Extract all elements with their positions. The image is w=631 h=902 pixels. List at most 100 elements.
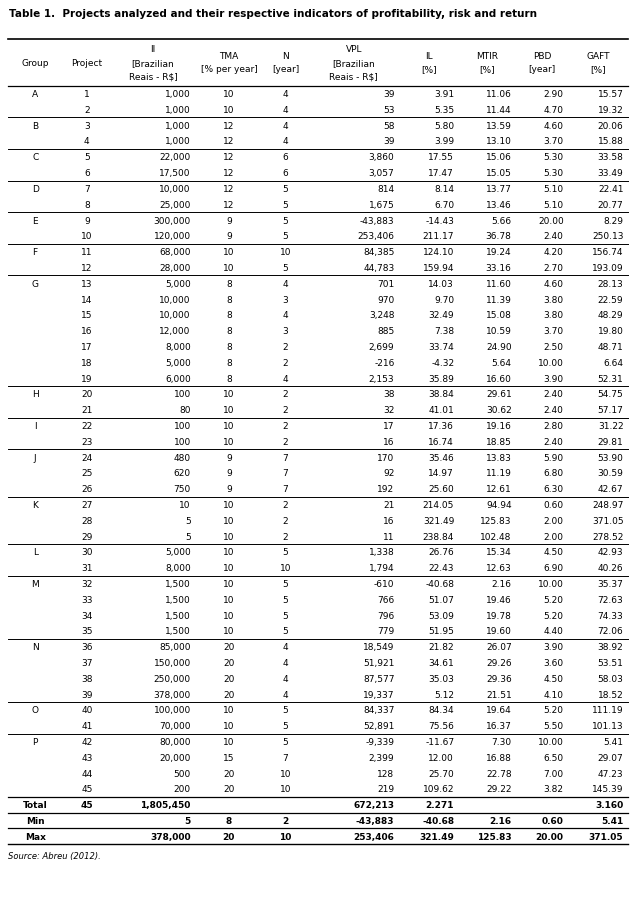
Text: 15.05: 15.05 (486, 169, 512, 178)
Text: 20: 20 (223, 690, 235, 699)
Text: 200: 200 (174, 785, 191, 794)
Text: 58.03: 58.03 (598, 674, 623, 683)
Text: 5.66: 5.66 (492, 216, 512, 226)
Text: 8.29: 8.29 (603, 216, 623, 226)
Text: 4.60: 4.60 (544, 280, 563, 289)
Text: 21.82: 21.82 (428, 642, 454, 651)
Text: 13.77: 13.77 (486, 185, 512, 194)
Text: 150,000: 150,000 (153, 658, 191, 667)
Text: 100,000: 100,000 (153, 705, 191, 714)
Text: 145.39: 145.39 (592, 785, 623, 794)
Text: 1,805,450: 1,805,450 (140, 800, 191, 809)
Text: 26: 26 (81, 484, 93, 493)
Text: -43,883: -43,883 (360, 216, 394, 226)
Text: 54.75: 54.75 (598, 390, 623, 399)
Text: 2.16: 2.16 (492, 579, 512, 588)
Text: [% per year]: [% per year] (201, 66, 257, 74)
Text: 10: 10 (223, 611, 235, 620)
Text: 18.52: 18.52 (598, 690, 623, 699)
Text: 125.83: 125.83 (477, 832, 512, 841)
Text: 5: 5 (283, 579, 288, 588)
Text: 17.36: 17.36 (428, 421, 454, 430)
Text: -9,339: -9,339 (365, 737, 394, 746)
Text: 51.07: 51.07 (428, 595, 454, 604)
Text: 19,337: 19,337 (363, 690, 394, 699)
Text: I: I (34, 421, 37, 430)
Text: 1: 1 (84, 90, 90, 99)
Text: 125.83: 125.83 (480, 516, 512, 525)
Text: 5,000: 5,000 (165, 548, 191, 557)
Text: 20.00: 20.00 (538, 216, 563, 226)
Text: 35: 35 (81, 627, 93, 636)
Text: 29.61: 29.61 (486, 390, 512, 399)
Text: 13.46: 13.46 (486, 200, 512, 209)
Text: 5: 5 (185, 532, 191, 541)
Text: 18,549: 18,549 (363, 642, 394, 651)
Text: 11.06: 11.06 (486, 90, 512, 99)
Text: 5.50: 5.50 (543, 722, 563, 731)
Text: A: A (32, 90, 38, 99)
Text: 38: 38 (81, 674, 93, 683)
Text: 17: 17 (383, 421, 394, 430)
Text: 5: 5 (283, 200, 288, 209)
Text: J: J (34, 453, 37, 462)
Text: 2: 2 (283, 358, 288, 367)
Text: L: L (33, 548, 38, 557)
Text: 1,000: 1,000 (165, 122, 191, 131)
Text: 32: 32 (383, 406, 394, 415)
Text: 2.70: 2.70 (544, 263, 563, 272)
Text: 2: 2 (283, 532, 288, 541)
Text: 32: 32 (81, 579, 93, 588)
Text: 20: 20 (223, 642, 235, 651)
Text: 84,385: 84,385 (363, 248, 394, 257)
Text: 10: 10 (223, 406, 235, 415)
Text: 109.62: 109.62 (423, 785, 454, 794)
Text: Group: Group (21, 59, 49, 68)
Text: 5: 5 (283, 611, 288, 620)
Text: 6,000: 6,000 (165, 374, 191, 383)
Text: N: N (282, 52, 289, 60)
Text: 3.82: 3.82 (544, 785, 563, 794)
Text: 5.12: 5.12 (434, 690, 454, 699)
Text: 3,248: 3,248 (369, 311, 394, 320)
Text: 10: 10 (223, 627, 235, 636)
Text: 12: 12 (81, 263, 93, 272)
Text: 39: 39 (383, 137, 394, 146)
Text: 779: 779 (377, 627, 394, 636)
Text: 45: 45 (81, 785, 93, 794)
Text: 124.10: 124.10 (423, 248, 454, 257)
Text: 672,213: 672,213 (353, 800, 394, 809)
Text: 20,000: 20,000 (160, 753, 191, 762)
Text: 4: 4 (283, 90, 288, 99)
Text: 48.71: 48.71 (598, 343, 623, 352)
Text: 3.80: 3.80 (543, 311, 563, 320)
Text: -11.67: -11.67 (425, 737, 454, 746)
Text: 159.94: 159.94 (423, 263, 454, 272)
Text: 38.84: 38.84 (428, 390, 454, 399)
Text: 16.88: 16.88 (486, 753, 512, 762)
Text: 14.97: 14.97 (428, 469, 454, 478)
Text: F: F (33, 248, 38, 257)
Text: 13.10: 13.10 (486, 137, 512, 146)
Text: 19.16: 19.16 (486, 421, 512, 430)
Text: Reais - R$]: Reais - R$] (329, 72, 378, 81)
Text: 31.22: 31.22 (598, 421, 623, 430)
Text: 1,500: 1,500 (165, 611, 191, 620)
Text: 84,337: 84,337 (363, 705, 394, 714)
Text: 248.97: 248.97 (592, 501, 623, 510)
Text: 7: 7 (84, 185, 90, 194)
Text: 22.78: 22.78 (486, 769, 512, 778)
Text: 278.52: 278.52 (592, 532, 623, 541)
Text: 10: 10 (280, 564, 292, 573)
Text: 5.35: 5.35 (434, 106, 454, 115)
Text: 21: 21 (81, 406, 93, 415)
Text: 2: 2 (283, 421, 288, 430)
Text: 23: 23 (81, 437, 93, 446)
Text: 2.40: 2.40 (544, 437, 563, 446)
Text: 100: 100 (174, 437, 191, 446)
Text: 22.41: 22.41 (598, 185, 623, 194)
Text: 2.00: 2.00 (544, 532, 563, 541)
Text: 5.10: 5.10 (543, 185, 563, 194)
Text: 20: 20 (223, 785, 235, 794)
Text: 29.26: 29.26 (486, 658, 512, 667)
